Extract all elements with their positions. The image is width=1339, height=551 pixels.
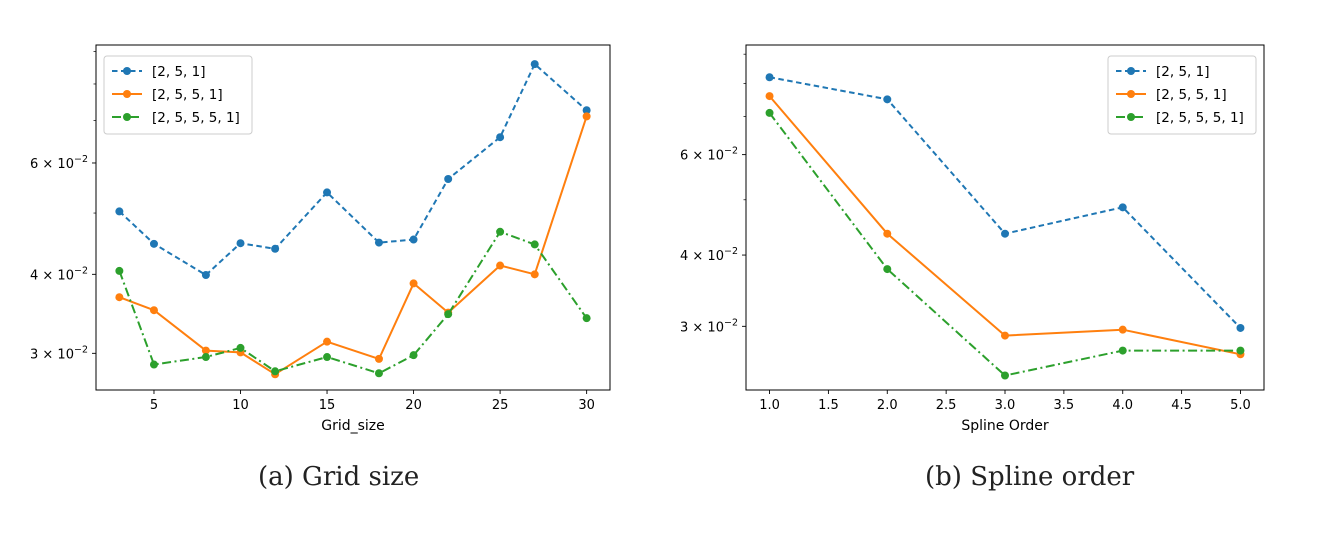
data-point [115, 266, 124, 275]
caption-grid-size: (a) Grid size [258, 462, 420, 492]
chart-spline-order: 1.0 1.5 2.0 2.5 3.0 3.5 4.0 4.5 5.0 3 × 10−2 4 × 1… [680, 44, 1265, 434]
x-tick-label: 4.5 [1171, 398, 1192, 413]
data-point [883, 229, 892, 238]
data-point [582, 112, 591, 121]
legend-swatch-marker [123, 90, 131, 98]
data-point [530, 60, 539, 69]
data-point [201, 346, 210, 355]
x-tick-label: 1.5 [818, 398, 839, 413]
axes-frame [95, 44, 611, 391]
data-point [765, 108, 774, 117]
data-point [1001, 229, 1009, 238]
data-point [1236, 346, 1245, 355]
data-point [149, 239, 158, 248]
data-point [149, 306, 158, 315]
data-point [409, 279, 418, 288]
y-tick-label: 4 × 10−2 [30, 265, 88, 283]
x-axis-label: Grid_size [321, 418, 385, 434]
x-tick-label: 2.5 [936, 398, 957, 413]
data-point [201, 271, 210, 280]
data-point [530, 270, 539, 279]
data-point [374, 354, 383, 363]
y-tick-label: 4 × 10−2 [680, 246, 738, 264]
data-point [1118, 325, 1127, 334]
x-tick-label: 20 [405, 398, 422, 413]
series-line-2 [119, 116, 588, 376]
data-point [765, 92, 774, 101]
data-point [271, 367, 280, 376]
legend-label: [2, 5, 1] [1156, 64, 1209, 80]
data-point [883, 95, 892, 104]
data-point [444, 174, 453, 183]
legend-swatch-marker [1127, 67, 1135, 75]
data-point [374, 369, 383, 378]
legend: [2, 5, 1] [2, 5, 5, 1] [2, 5, 5, 5, 1] [1107, 55, 1257, 135]
legend-label: [2, 5, 1] [152, 64, 205, 80]
x-tick-label: 10 [232, 398, 249, 413]
x-tick-label: 3.5 [1054, 398, 1075, 413]
x-tick-label: 5 [150, 398, 158, 413]
series-line-1 [118, 63, 588, 276]
data-point [323, 188, 332, 197]
x-tick-label: 4.0 [1112, 398, 1133, 413]
data-point [1001, 371, 1009, 380]
data-point [496, 227, 505, 236]
data-point [323, 353, 332, 362]
series-line-3 [118, 230, 588, 375]
legend-label: [2, 5, 5, 5, 1] [152, 110, 240, 126]
data-point [115, 207, 124, 216]
x-tick-label: 25 [492, 398, 509, 413]
legend-label: [2, 5, 5, 5, 1] [1156, 110, 1244, 126]
x-tick-label: 2.0 [877, 398, 898, 413]
data-point [1118, 346, 1127, 355]
x-tick-label: 5.0 [1230, 398, 1251, 413]
data-point [149, 360, 158, 369]
legend: [2, 5, 1] [2, 5, 5, 1] [2, 5, 5, 5, 1] [103, 55, 253, 135]
x-tick-label: 1.0 [759, 398, 780, 413]
x-tick-label: 15 [319, 398, 336, 413]
data-point [323, 337, 332, 346]
axes-frame [745, 44, 1265, 391]
legend-box [1107, 55, 1257, 135]
legend-label: [2, 5, 5, 1] [1156, 87, 1227, 103]
chart-grid-size: 5 10 15 20 25 30 3 × 10−2 4 × 10−2 6 × 10−2 Grid_… [30, 44, 611, 434]
x-tick-label: 3.0 [995, 398, 1016, 413]
data-point [530, 240, 539, 249]
data-point [1001, 331, 1009, 340]
legend-swatch-marker [1127, 90, 1135, 98]
data-point [236, 343, 245, 352]
data-point [271, 244, 280, 253]
x-tick-label: 30 [578, 398, 595, 413]
legend-box [103, 55, 253, 135]
legend-label: [2, 5, 5, 1] [152, 87, 223, 103]
series-line-2 [768, 95, 1241, 356]
caption-spline-order: (b) Spline order [925, 462, 1135, 492]
y-tick-label: 3 × 10−2 [30, 344, 88, 362]
legend-swatch-marker [123, 113, 131, 121]
data-point [115, 293, 124, 302]
x-axis-label: Spline Order [961, 418, 1049, 434]
figure: 5 10 15 20 25 30 3 × 10−2 4 × 10−2 6 × 10−2 Grid_… [30, 44, 1265, 434]
data-point [374, 238, 383, 247]
y-tick-label: 3 × 10−2 [680, 317, 738, 335]
series-line-3 [768, 112, 1241, 377]
data-point [1118, 203, 1127, 212]
y-tick-label: 6 × 10−2 [30, 154, 88, 172]
data-point [444, 310, 453, 319]
data-point [1236, 323, 1245, 332]
y-tick-label: 6 × 10−2 [680, 146, 738, 164]
data-point [765, 73, 774, 82]
data-point [883, 265, 892, 274]
data-point [496, 261, 505, 270]
data-point [409, 235, 418, 244]
data-point [201, 353, 210, 362]
data-point [236, 239, 245, 248]
data-point [496, 133, 505, 142]
data-point [582, 314, 591, 323]
data-point [582, 106, 591, 115]
data-point [409, 351, 418, 360]
legend-swatch-marker [123, 67, 131, 75]
legend-swatch-marker [1127, 113, 1135, 121]
